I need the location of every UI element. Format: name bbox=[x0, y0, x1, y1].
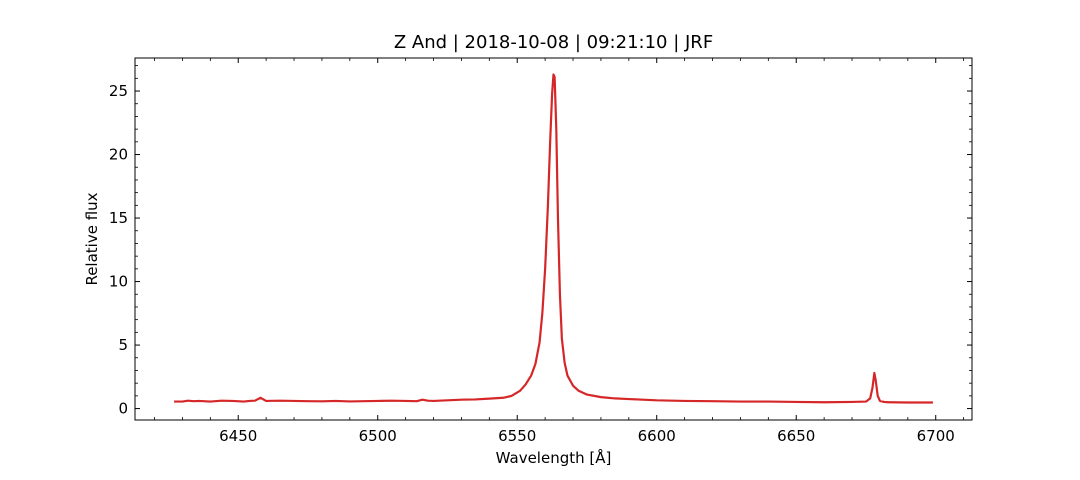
y-tick-label: 20 bbox=[109, 146, 128, 164]
y-tick-label: 10 bbox=[109, 273, 128, 291]
x-tick-label: 6500 bbox=[359, 427, 397, 445]
chart-title: Z And | 2018-10-08 | 09:21:10 | JRF bbox=[394, 32, 713, 53]
plot-area bbox=[174, 73, 933, 404]
plot-frame bbox=[134, 57, 973, 421]
y-tick-label: 15 bbox=[109, 209, 128, 227]
y-tick-label: 0 bbox=[118, 400, 128, 418]
x-axis: 6450 6500 6550 6600 6650 6700 bbox=[154, 58, 965, 445]
x-tick-label: 6550 bbox=[498, 427, 536, 445]
y-tick-label: 5 bbox=[118, 336, 128, 354]
x-tick-label: 6650 bbox=[777, 427, 815, 445]
x-tick-label: 6700 bbox=[917, 427, 955, 445]
y-axis: 0 5 10 15 20 25 bbox=[109, 65, 972, 418]
series-line-0 bbox=[174, 73, 933, 404]
y-axis-label: Relative flux bbox=[83, 192, 101, 285]
x-tick-label: 6450 bbox=[219, 427, 257, 445]
y-tick-label: 25 bbox=[109, 82, 128, 100]
x-axis-label: Wavelength [Å] bbox=[496, 448, 612, 467]
x-tick-label: 6600 bbox=[638, 427, 676, 445]
